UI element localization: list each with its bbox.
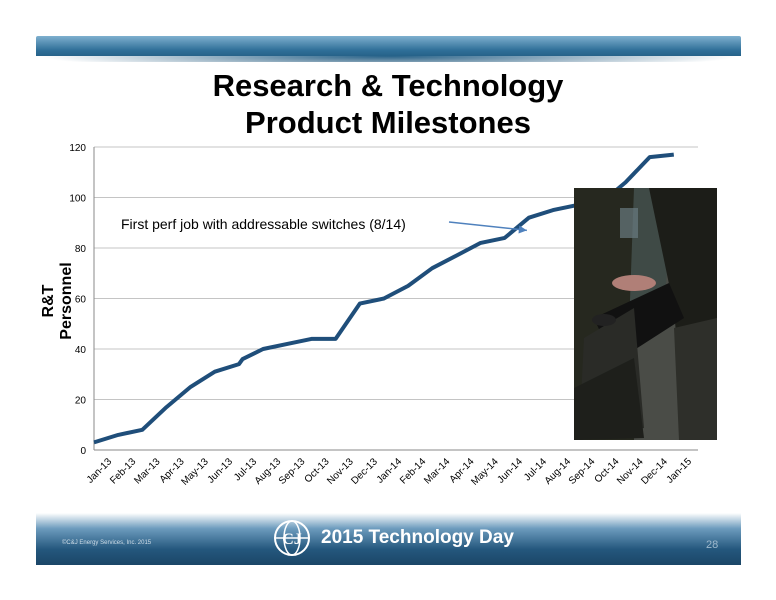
- y-ticks: 0 20 40 60 80 100 120: [69, 143, 86, 457]
- x-tick-label: Jun-13: [206, 456, 236, 486]
- svg-text:CJ: CJ: [282, 531, 302, 548]
- x-tick-label: Dec-13: [349, 456, 380, 487]
- x-tick-label: May-13: [179, 456, 211, 488]
- y-tick-label: 0: [80, 446, 86, 457]
- annotation-arrow: [448, 221, 527, 232]
- event-title: 2015 Technology Day: [321, 527, 514, 548]
- header-band: [36, 36, 741, 70]
- y-tick-label: 20: [75, 396, 87, 407]
- y-tick-label: 100: [69, 194, 86, 205]
- x-ticks: Jan-13Feb-13Mar-13Apr-13May-13Jun-13Jul-…: [85, 456, 695, 488]
- y-tick-label: 80: [75, 244, 87, 255]
- copyright-text: ©C&J Energy Services, Inc. 2015: [62, 540, 152, 546]
- page-title-line1: Research & Technology: [212, 68, 564, 103]
- annotation-text: First perf job with addressable switches…: [121, 216, 406, 232]
- field-photo: [574, 188, 717, 440]
- x-tick-label: Feb-14: [398, 456, 428, 486]
- x-tick-label: Jan-15: [665, 456, 695, 486]
- x-tick-label: Jun-14: [496, 456, 526, 486]
- y-tick-label: 60: [75, 295, 87, 306]
- x-tick-label: Sep-13: [277, 456, 308, 487]
- footer-band: [36, 513, 741, 565]
- y-tick-label: 40: [75, 345, 87, 356]
- x-tick-label: Mar-13: [132, 456, 162, 486]
- y-tick-label: 120: [69, 143, 86, 154]
- page-number: 28: [706, 539, 719, 551]
- x-tick-label: Mar-14: [422, 456, 452, 486]
- series-line: [93, 152, 675, 445]
- x-tick-label: Feb-13: [108, 456, 138, 486]
- annotation: First perf job with addressable switches…: [121, 216, 527, 234]
- annotation-arrowhead: [518, 225, 527, 234]
- page-title-line2: Product Milestones: [245, 105, 531, 140]
- x-tick-label: Sep-14: [567, 456, 598, 487]
- company-logo: CJ: [274, 520, 310, 556]
- x-tick-label: Dec-14: [639, 456, 670, 487]
- x-tick-label: May-14: [469, 456, 501, 488]
